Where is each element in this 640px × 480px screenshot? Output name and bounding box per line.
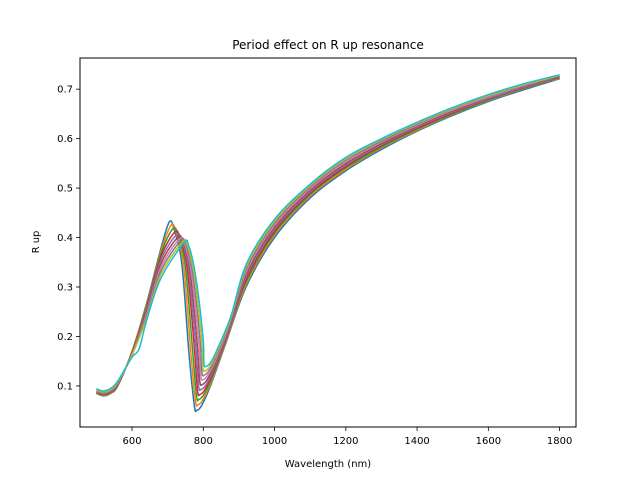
series-line-9 [96,74,560,393]
x-tick-label: 600 [122,436,141,447]
x-tick-label: 1000 [262,436,287,447]
x-tick-label: 1600 [476,436,501,447]
x-axis: 600 800 1000 1200 1400 1600 1800 [122,427,572,447]
y-tick-label: 0.3 [57,283,73,294]
y-axis-label: R up [31,231,42,254]
y-axis: 0.1 0.2 0.3 0.4 0.5 0.6 0.7 [57,85,80,392]
x-axis-label: Wavelength (nm) [285,459,371,470]
chart-title: Period effect on R up resonance [232,38,424,52]
y-tick-label: 0.7 [57,85,73,96]
x-tick-label: 800 [194,436,213,447]
series-lines [96,74,560,413]
x-tick-label: 1200 [333,436,358,447]
y-tick-label: 0.5 [57,184,73,195]
x-tick-label: 1800 [547,436,572,447]
y-tick-label: 0.2 [57,332,73,343]
y-tick-label: 0.6 [57,134,73,145]
x-tick-label: 1400 [404,436,429,447]
y-tick-label: 0.1 [57,381,73,392]
y-tick-label: 0.4 [57,233,73,244]
series-line-10 [96,74,560,392]
plot-frame [79,57,577,428]
